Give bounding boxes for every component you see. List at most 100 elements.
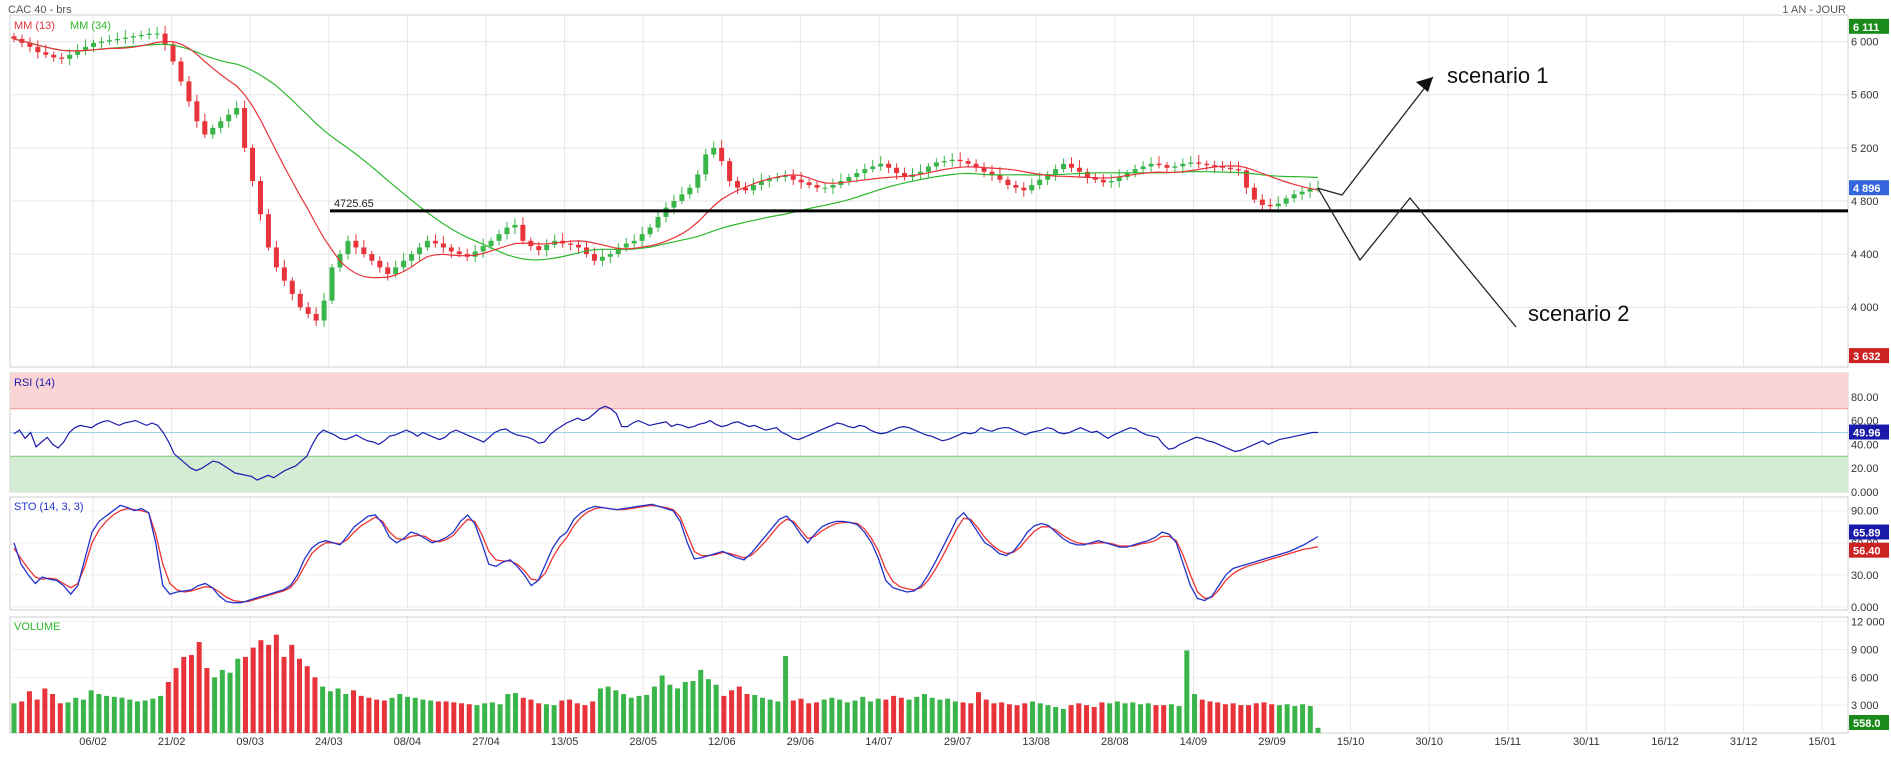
volume-bar xyxy=(1091,707,1097,733)
volume-bar xyxy=(1176,706,1182,733)
candle-body xyxy=(743,187,749,191)
candle-body xyxy=(250,147,256,182)
x-tick-label: 08/04 xyxy=(394,736,422,748)
volume-bar xyxy=(474,705,480,733)
candle-body xyxy=(758,181,764,186)
price-y-tick: 6 000 xyxy=(1851,37,1879,49)
candle-body xyxy=(989,171,995,175)
volume-badge: 558.0 xyxy=(1853,718,1881,730)
panel-frame xyxy=(9,14,1849,368)
x-tick-label: 28/05 xyxy=(629,736,657,748)
candle-body xyxy=(981,167,987,172)
candle-body xyxy=(35,46,41,53)
candle-body xyxy=(27,42,33,47)
volume-bar xyxy=(1246,705,1252,733)
volume-bar xyxy=(212,677,218,733)
volume-bar xyxy=(1045,705,1051,733)
volume-bar xyxy=(783,655,789,733)
candle-body xyxy=(878,163,884,167)
candle-body xyxy=(1220,166,1226,168)
volume-bar xyxy=(713,684,719,733)
sto-y-tick: 30.00 xyxy=(1851,570,1879,582)
volume-bar xyxy=(304,666,310,733)
volume-y-tick: 12 000 xyxy=(1851,617,1885,629)
volume-bar xyxy=(752,694,758,733)
volume-bar xyxy=(459,703,465,733)
scenario-1-label: scenario 1 xyxy=(1447,63,1549,88)
candle-body xyxy=(432,240,438,244)
volume-bar xyxy=(397,694,403,733)
volume-bar xyxy=(675,688,681,733)
volume-bar xyxy=(181,656,187,733)
candle-body xyxy=(1307,189,1313,192)
x-tick-label: 31/12 xyxy=(1730,736,1758,748)
volume-bar xyxy=(659,675,665,733)
volume-bar xyxy=(1053,707,1059,733)
candle-body xyxy=(965,161,971,164)
x-tick-label: 06/02 xyxy=(79,736,107,748)
scenario-1-path xyxy=(1317,76,1434,196)
volume-bar xyxy=(34,699,40,733)
volume-bar xyxy=(952,701,958,733)
volume-bar xyxy=(1269,704,1275,733)
candle-body xyxy=(1021,187,1027,191)
sto-k-line xyxy=(13,503,1319,604)
candle-body xyxy=(154,33,160,35)
support-label: 4725.65 xyxy=(334,198,374,210)
volume-bar xyxy=(104,695,110,733)
candle-body xyxy=(1013,185,1019,188)
volume-bar xyxy=(551,705,557,733)
volume-bar xyxy=(412,697,418,733)
candle-body xyxy=(1076,167,1082,172)
volume-bar xyxy=(188,655,194,733)
candle-body xyxy=(1037,179,1043,186)
volume-bar xyxy=(590,701,596,733)
price-badge: 4 896 xyxy=(1853,183,1881,195)
legend-ma34[interactable]: MM (34) xyxy=(70,20,111,32)
volume-bar xyxy=(906,699,912,733)
candle-body xyxy=(1164,165,1170,168)
volume-bar xyxy=(73,697,79,733)
candle-body xyxy=(417,247,423,255)
volume-bar xyxy=(266,644,272,733)
candle-body xyxy=(1267,204,1273,207)
volume-bar xyxy=(327,691,333,733)
volume-bar xyxy=(258,640,264,733)
legend-ma13[interactable]: MM (13) xyxy=(14,20,55,32)
candle-body xyxy=(536,246,542,251)
scenario-2-label: scenario 2 xyxy=(1528,301,1630,326)
candle-body xyxy=(957,159,963,162)
period-label[interactable]: 1 AN - JOUR xyxy=(1782,4,1846,16)
scenario-1-arrowhead xyxy=(1416,77,1433,92)
candle-body xyxy=(854,173,860,178)
volume-bar xyxy=(767,699,773,733)
price-y-tick: 4 800 xyxy=(1851,196,1879,208)
candle-body xyxy=(1299,191,1305,195)
price-badge-bg xyxy=(1849,18,1889,34)
candle-body xyxy=(599,256,605,261)
candle-body xyxy=(735,181,741,188)
candle-body xyxy=(1212,165,1218,167)
x-tick-label: 29/06 xyxy=(787,736,815,748)
candle-body xyxy=(202,121,208,135)
volume-bar xyxy=(790,700,796,733)
volume-bar xyxy=(1300,704,1306,733)
volume-bar xyxy=(721,695,727,733)
volume-bar xyxy=(1099,702,1105,733)
volume-bar xyxy=(1315,727,1321,733)
volume-bar xyxy=(597,688,603,733)
volume-bar xyxy=(844,702,850,733)
candle-body xyxy=(122,37,128,39)
candle-body xyxy=(576,244,582,248)
x-tick-label: 27/04 xyxy=(472,736,500,748)
volume-bar xyxy=(134,701,140,733)
volume-bar xyxy=(975,692,981,733)
volume-bar xyxy=(1122,703,1128,733)
candle-body xyxy=(281,267,287,281)
candle-body xyxy=(321,300,327,321)
candle-body xyxy=(257,181,263,215)
volume-y-tick: 6 000 xyxy=(1851,672,1879,684)
ma13-line xyxy=(13,38,1319,279)
candle-body xyxy=(623,243,629,248)
